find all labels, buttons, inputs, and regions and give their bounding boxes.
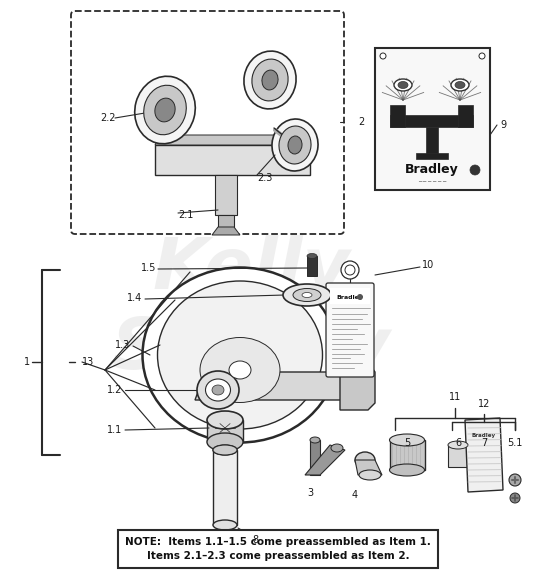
Polygon shape: [305, 445, 345, 475]
Ellipse shape: [355, 452, 375, 468]
Ellipse shape: [213, 445, 237, 455]
Circle shape: [470, 165, 480, 175]
Text: 9: 9: [500, 120, 506, 130]
Text: 1.4: 1.4: [127, 293, 142, 303]
Text: 12: 12: [478, 399, 490, 409]
Ellipse shape: [213, 445, 237, 455]
Ellipse shape: [272, 119, 318, 171]
Bar: [458, 105, 473, 127]
Ellipse shape: [244, 51, 296, 109]
Bar: [213, 450, 237, 525]
Ellipse shape: [293, 288, 321, 301]
Ellipse shape: [288, 136, 302, 154]
Ellipse shape: [279, 126, 311, 164]
Bar: [215, 175, 237, 215]
Text: 1: 1: [24, 357, 30, 367]
Bar: [330, 288, 370, 304]
Circle shape: [380, 53, 386, 59]
Polygon shape: [465, 418, 503, 492]
Ellipse shape: [157, 281, 323, 429]
Ellipse shape: [205, 379, 231, 401]
Circle shape: [479, 53, 485, 59]
Ellipse shape: [310, 437, 320, 443]
FancyBboxPatch shape: [71, 11, 344, 234]
FancyBboxPatch shape: [326, 283, 374, 377]
Ellipse shape: [389, 434, 424, 446]
Text: Bradley: Bradley: [472, 434, 496, 438]
Text: 1.2: 1.2: [106, 385, 122, 395]
Ellipse shape: [197, 371, 239, 409]
Ellipse shape: [451, 79, 469, 91]
Polygon shape: [355, 460, 382, 475]
Ellipse shape: [207, 411, 243, 429]
Text: 4: 4: [352, 490, 358, 500]
Text: 2.2: 2.2: [100, 113, 116, 123]
Text: 6: 6: [455, 438, 461, 448]
Text: 2: 2: [358, 117, 364, 127]
Text: 13: 13: [82, 357, 94, 367]
Circle shape: [341, 261, 359, 279]
Circle shape: [509, 474, 521, 486]
Text: Bradley: Bradley: [337, 295, 363, 300]
Ellipse shape: [389, 464, 424, 476]
Ellipse shape: [283, 284, 331, 306]
Ellipse shape: [359, 470, 381, 480]
Bar: [390, 440, 425, 470]
Text: 7: 7: [481, 438, 487, 448]
Ellipse shape: [448, 441, 468, 449]
Ellipse shape: [262, 70, 278, 90]
Bar: [207, 420, 243, 442]
Ellipse shape: [200, 337, 280, 402]
Text: 2.3: 2.3: [257, 173, 272, 183]
Ellipse shape: [142, 268, 338, 442]
Bar: [426, 127, 438, 155]
Text: Kelly
Supply: Kelly Supply: [112, 235, 391, 384]
Text: 10: 10: [422, 260, 434, 270]
Ellipse shape: [213, 520, 237, 530]
Text: Items 2.1–2.3 come preassembled as Item 2.: Items 2.1–2.3 come preassembled as Item …: [147, 551, 409, 561]
Ellipse shape: [398, 81, 408, 88]
Bar: [218, 215, 234, 227]
Circle shape: [510, 493, 520, 503]
Bar: [390, 105, 405, 127]
Ellipse shape: [331, 444, 343, 452]
Text: 1.5: 1.5: [141, 263, 156, 273]
Text: 2.1: 2.1: [178, 210, 193, 220]
Ellipse shape: [229, 361, 251, 379]
Text: 1.3: 1.3: [114, 340, 130, 350]
Bar: [118, 530, 438, 568]
Polygon shape: [155, 135, 310, 145]
Circle shape: [345, 265, 355, 275]
Polygon shape: [155, 145, 310, 175]
Text: 1.1: 1.1: [107, 425, 122, 435]
Ellipse shape: [252, 59, 288, 101]
Polygon shape: [195, 372, 360, 400]
Ellipse shape: [144, 85, 186, 135]
Circle shape: [357, 294, 363, 300]
Ellipse shape: [207, 433, 243, 451]
Text: 3: 3: [307, 488, 313, 498]
Text: Bradley: Bradley: [405, 163, 459, 176]
Bar: [448, 445, 468, 467]
Text: NOTE:  Items 1.1–1.5 come preassembled as Item 1.: NOTE: Items 1.1–1.5 come preassembled as…: [125, 537, 431, 547]
Bar: [310, 440, 320, 475]
Bar: [375, 48, 490, 190]
Text: 11: 11: [449, 392, 461, 402]
Ellipse shape: [307, 253, 317, 258]
Text: 5: 5: [404, 438, 410, 448]
Polygon shape: [212, 227, 240, 235]
Ellipse shape: [455, 81, 465, 88]
Ellipse shape: [302, 292, 312, 297]
Ellipse shape: [212, 385, 224, 395]
Polygon shape: [340, 365, 375, 410]
Ellipse shape: [394, 79, 412, 91]
Ellipse shape: [155, 98, 175, 122]
Ellipse shape: [135, 76, 195, 144]
Text: 8: 8: [252, 535, 258, 545]
Text: 5.1: 5.1: [507, 438, 523, 448]
Text: ─ ─ ─ ─ ─ ─: ─ ─ ─ ─ ─ ─: [418, 179, 446, 185]
Bar: [307, 256, 317, 276]
Bar: [416, 153, 448, 159]
Bar: [390, 115, 473, 127]
